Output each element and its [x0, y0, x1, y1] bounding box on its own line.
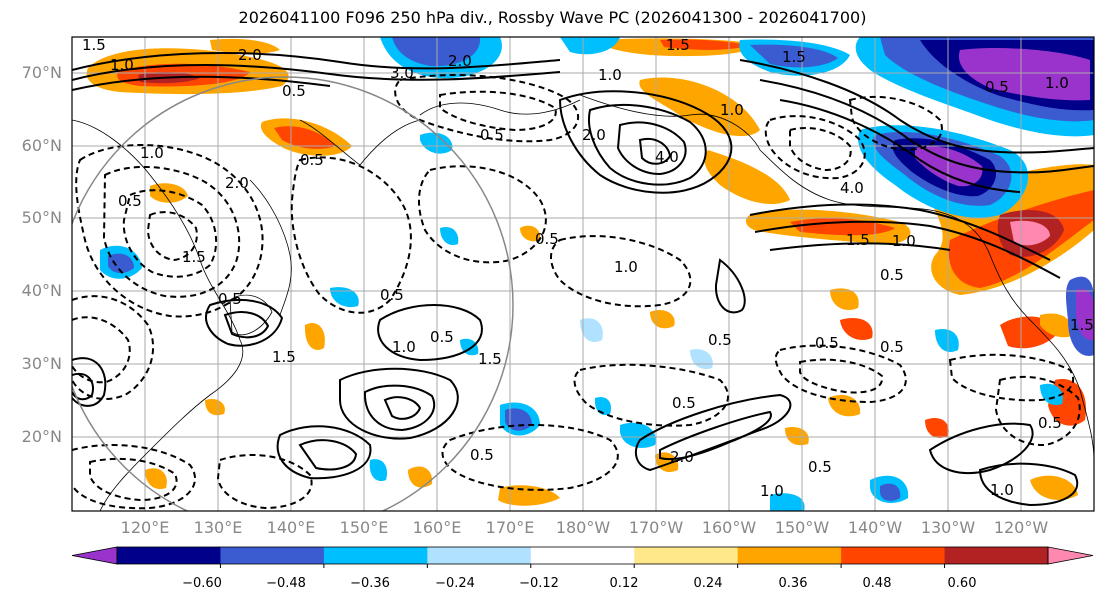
contour-label: 1.0	[140, 144, 164, 162]
contour-label: 0.5	[300, 151, 324, 169]
colorbar-extend-min	[71, 546, 118, 565]
contour-label: 0.5	[282, 82, 306, 100]
lat-label-20n: 20°N	[21, 427, 62, 446]
contour-label: 1.0	[392, 338, 416, 356]
solid-contours	[72, 51, 1094, 507]
contour-label: 1.5	[1070, 316, 1094, 334]
contour-label: 0.5	[880, 338, 904, 356]
contour-label: 1.5	[478, 350, 502, 368]
contour-label: 0.5	[708, 331, 732, 349]
colorbar-tick-label: 0.48	[862, 576, 892, 591]
lon-label: 160°W	[701, 518, 757, 537]
lon-label: 130°E	[193, 518, 243, 537]
contour-label: 2.0	[582, 126, 606, 144]
contour-label: 2.0	[238, 46, 262, 64]
colorbar-segment	[323, 547, 428, 564]
contour-label: 1.0	[1045, 74, 1069, 92]
contour-label: 0.5	[880, 266, 904, 284]
lon-label: 160°E	[412, 518, 462, 537]
lon-label: 140°E	[266, 518, 316, 537]
colorbar-extend-max	[1047, 546, 1094, 565]
lat-label-50n: 50°N	[21, 208, 62, 227]
contour-label: 3.0	[390, 64, 414, 82]
contour-label: 0.5	[808, 458, 832, 476]
colorbar-tick-label: 0.12	[609, 576, 639, 591]
colorbar-tick-label: −0.36	[350, 576, 390, 591]
colorbar-tick-label: 0.36	[778, 576, 808, 591]
contour-label: 2.0	[448, 52, 472, 70]
colorbar-segment	[944, 547, 1049, 564]
contour-label: 4.0	[840, 179, 864, 197]
lon-label: 120°W	[993, 518, 1049, 537]
colorbar-segment	[220, 547, 325, 564]
contour-label: 4.0	[655, 148, 679, 166]
colorbar-frame	[116, 546, 1049, 565]
contour-label: 1.0	[614, 258, 638, 276]
contour-label: 1.0	[110, 56, 134, 74]
contour-label: 0.5	[985, 78, 1009, 96]
contour-label: 0.5	[535, 230, 559, 248]
positive-shading	[86, 38, 1094, 506]
contour-label: 1.0	[990, 481, 1014, 499]
colorbar	[71, 546, 1094, 568]
contour-label: 1.5	[272, 348, 296, 366]
colorbar-tick-label: 0.24	[693, 576, 723, 591]
contour-label: 0.5	[380, 286, 404, 304]
contour-label: 2.0	[225, 174, 249, 192]
colorbar-segment	[427, 547, 532, 564]
contour-label: 1.5	[846, 231, 870, 249]
contour-label: 0.5	[118, 192, 142, 210]
contour-label: 1.0	[598, 66, 622, 84]
lon-label: 170°E	[485, 518, 535, 537]
contour-label: 1.5	[666, 36, 690, 54]
lon-label: 180°W	[555, 518, 611, 537]
lat-label-30n: 30°N	[21, 354, 62, 373]
contour-label: 0.5	[480, 126, 504, 144]
contour-label: 0.5	[672, 394, 696, 412]
contour-label: 1.0	[760, 482, 784, 500]
lon-label: 120°E	[120, 518, 170, 537]
colorbar-segment	[117, 547, 221, 564]
contour-label: 1.0	[892, 232, 916, 250]
colorbar-segment	[737, 547, 842, 564]
colorbar-tick-label: −0.48	[266, 576, 306, 591]
contour-label: 1.5	[82, 36, 106, 54]
contour-label: 0.5	[1038, 414, 1062, 432]
map-frame	[71, 36, 1095, 512]
lon-label: 130°W	[920, 518, 976, 537]
lon-label: 150°W	[774, 518, 830, 537]
lon-label: 140°W	[847, 518, 903, 537]
lat-label-70n: 70°N	[21, 63, 62, 82]
contour-label: 0.5	[815, 334, 839, 352]
lon-label: 170°W	[628, 518, 684, 537]
figure-title: 2026041100 F096 250 hPa div., Rossby Wav…	[238, 8, 867, 27]
reference-circle	[72, 76, 514, 511]
contour-label: 1.0	[720, 101, 744, 119]
contour-label: 1.5	[782, 48, 806, 66]
contour-label: 0.5	[430, 328, 454, 346]
lat-label-60n: 60°N	[21, 136, 62, 155]
contour-label: 0.5	[218, 290, 242, 308]
contour-label: 2.0	[670, 448, 694, 466]
contour-label: 1.5	[182, 248, 206, 266]
colorbar-tick-label: −0.24	[435, 576, 475, 591]
lat-label-40n: 40°N	[21, 281, 62, 300]
contour-label: 0.5	[470, 446, 494, 464]
lon-label: 150°E	[339, 518, 389, 537]
colorbar-segment	[634, 547, 739, 564]
colorbar-tick-label: −0.60	[182, 576, 222, 591]
colorbar-segment	[530, 547, 635, 564]
colorbar-tick-label: −0.12	[519, 576, 559, 591]
colorbar-segment	[841, 547, 946, 564]
colorbar-tick-label: 0.60	[947, 576, 977, 591]
dashed-contours	[72, 74, 1081, 510]
